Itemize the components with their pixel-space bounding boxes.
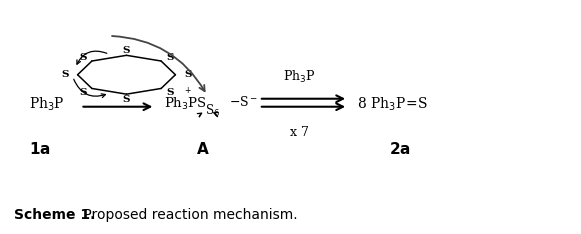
Text: S: S: [79, 53, 87, 62]
Text: Proposed reaction mechanism.: Proposed reaction mechanism.: [79, 208, 297, 222]
Text: Ph$_3$P: Ph$_3$P: [283, 69, 315, 85]
Text: Ph$_3$PS: Ph$_3$PS: [164, 96, 207, 113]
Text: Scheme 1.: Scheme 1.: [15, 208, 96, 222]
Text: S: S: [166, 88, 174, 96]
Text: $\mathbf{1a}$: $\mathbf{1a}$: [29, 141, 51, 157]
Text: $\mathbf{2a}$: $\mathbf{2a}$: [389, 141, 411, 157]
Text: S: S: [184, 70, 192, 79]
Text: S: S: [61, 70, 69, 79]
FancyArrowPatch shape: [214, 113, 218, 117]
Text: S$_6$: S$_6$: [205, 103, 220, 119]
FancyArrowPatch shape: [198, 113, 202, 117]
Text: S: S: [79, 88, 87, 96]
Text: 8 Ph$_3$P$\!=\!$S: 8 Ph$_3$P$\!=\!$S: [357, 96, 427, 113]
Text: $^+$: $^+$: [184, 86, 193, 96]
FancyArrowPatch shape: [77, 51, 107, 64]
Text: $-$S$^-$: $-$S$^-$: [229, 95, 258, 109]
Text: $\mathbf{A}$: $\mathbf{A}$: [196, 141, 210, 157]
Text: S: S: [123, 95, 130, 104]
Text: Ph$_3$P: Ph$_3$P: [28, 96, 64, 113]
FancyArrowPatch shape: [74, 79, 105, 98]
FancyArrowPatch shape: [112, 36, 205, 91]
Text: x 7: x 7: [290, 127, 309, 139]
Text: S: S: [123, 46, 130, 55]
Text: S: S: [166, 53, 174, 62]
